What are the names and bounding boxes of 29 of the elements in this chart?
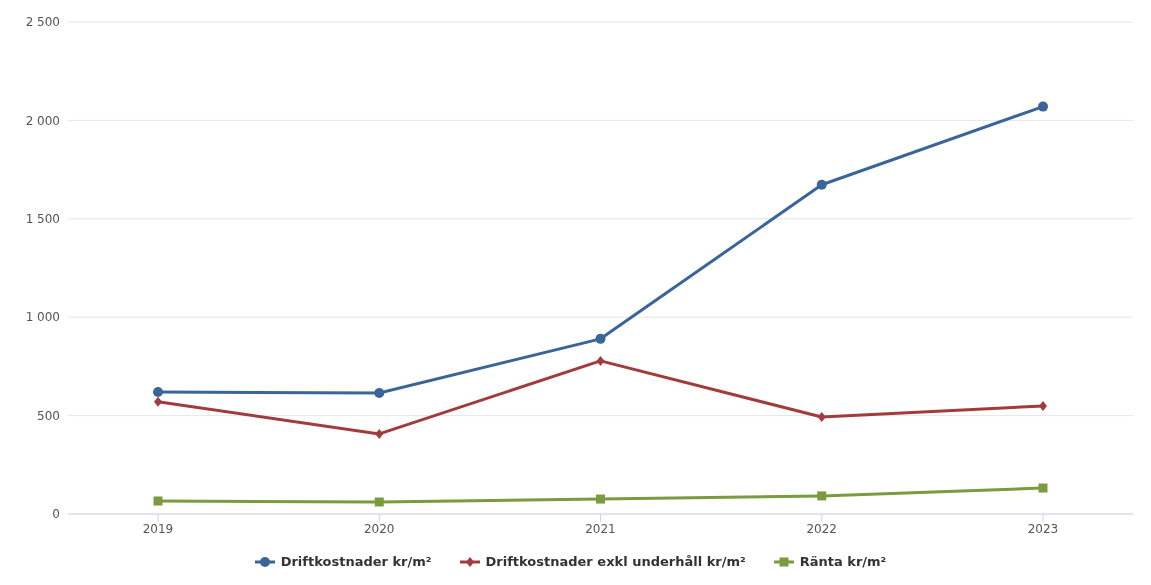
x-tick-label: 2019: [142, 521, 174, 536]
point: [1039, 400, 1047, 411]
point: [1038, 483, 1048, 493]
point: [153, 386, 163, 397]
point: [816, 179, 827, 190]
point: [596, 355, 605, 366]
x-tick-label: 2020: [363, 521, 395, 536]
y-tick-label: 2 500: [25, 15, 60, 30]
y-tick-label: 2 000: [25, 113, 60, 128]
point: [596, 494, 605, 504]
y-tick-label: 0: [52, 507, 60, 522]
point: [817, 411, 826, 422]
point: [817, 491, 827, 501]
legend-label: Ränta kr/m²: [799, 554, 887, 569]
x-tick-label: 2021: [585, 521, 616, 536]
point: [1038, 101, 1048, 112]
point: [375, 428, 384, 439]
y-tick-label: 500: [37, 408, 60, 423]
point: [595, 333, 606, 344]
point: [374, 387, 385, 398]
legend-label: Driftkostnader exkl underhåll kr/m²: [485, 554, 746, 569]
legend-label: Driftkostnader kr/m²: [280, 554, 432, 569]
x-tick-label: 2023: [1027, 521, 1059, 536]
y-tick-label: 1 500: [25, 212, 60, 227]
x-tick-label: 2022: [806, 521, 838, 536]
point: [153, 496, 163, 506]
y-tick-label: 1 000: [25, 310, 60, 325]
point: [374, 497, 384, 507]
point: [154, 396, 162, 407]
